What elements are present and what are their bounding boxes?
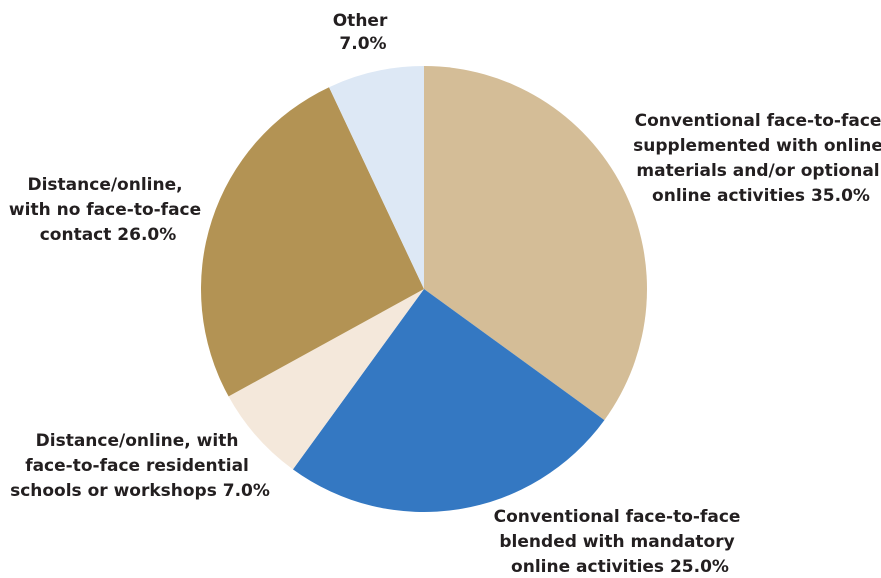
- label-line: 7.0%: [339, 34, 386, 54]
- slice-conventional-supplemented: [424, 66, 648, 421]
- label-conventional-blended: Conventional face-to-face blended with m…: [494, 507, 747, 577]
- label-conventional-supplemented: Conventional face-to-face supplemented w…: [633, 111, 881, 206]
- slice-conventional-blended: [292, 289, 605, 513]
- label-line: Conventional face-to-face: [635, 111, 881, 131]
- slice-other: [329, 66, 424, 289]
- label-line: Distance/online,: [27, 175, 182, 195]
- label-line: schools or workshops 7.0%: [10, 481, 270, 501]
- label-line: online activities 35.0%: [652, 186, 870, 206]
- label-line: supplemented with online: [633, 136, 881, 156]
- label-distance-residential: Distance/online, with face-to-face resid…: [10, 431, 270, 501]
- label-line: materials and/or optional: [636, 161, 879, 181]
- slice-distance-no-contact: [200, 87, 424, 397]
- label-line: Distance/online, with: [36, 431, 239, 451]
- label-other: Other 7.0%: [333, 11, 394, 54]
- label-line: blended with mandatory: [499, 532, 734, 552]
- label-line: online activities 25.0%: [511, 557, 729, 577]
- label-line: Other: [333, 11, 388, 31]
- pie-slices: [200, 66, 648, 513]
- label-line: contact 26.0%: [40, 225, 177, 245]
- label-line: Conventional face-to-face: [494, 507, 741, 527]
- label-distance-no-contact: Distance/online, with no face-to-face co…: [9, 175, 207, 245]
- label-line: face-to-face residential: [25, 456, 249, 476]
- label-line: with no face-to-face: [9, 200, 201, 220]
- slice-distance-residential: [228, 289, 424, 470]
